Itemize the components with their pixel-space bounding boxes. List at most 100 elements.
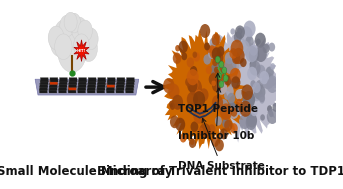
Circle shape <box>199 88 209 101</box>
Circle shape <box>214 67 219 73</box>
Polygon shape <box>87 89 95 93</box>
Circle shape <box>212 137 219 147</box>
Circle shape <box>269 75 277 86</box>
Polygon shape <box>116 86 124 90</box>
Circle shape <box>241 84 253 100</box>
Circle shape <box>222 118 229 128</box>
Circle shape <box>170 103 175 110</box>
Polygon shape <box>88 77 96 82</box>
Ellipse shape <box>80 36 97 61</box>
Circle shape <box>254 84 265 100</box>
Circle shape <box>187 57 194 67</box>
Circle shape <box>250 60 256 69</box>
Polygon shape <box>116 83 125 88</box>
Circle shape <box>230 123 238 134</box>
Polygon shape <box>49 83 58 88</box>
Polygon shape <box>59 83 67 88</box>
Circle shape <box>192 52 197 58</box>
Polygon shape <box>78 83 86 88</box>
Circle shape <box>230 108 237 117</box>
Circle shape <box>249 48 259 63</box>
Circle shape <box>237 28 243 35</box>
Circle shape <box>193 52 200 62</box>
Circle shape <box>256 65 265 78</box>
Circle shape <box>209 45 215 53</box>
Ellipse shape <box>60 15 74 37</box>
Text: Small Molecule Microarray: Small Molecule Microarray <box>0 165 173 178</box>
Ellipse shape <box>69 22 87 50</box>
Circle shape <box>235 89 243 100</box>
Circle shape <box>229 77 237 88</box>
Polygon shape <box>106 89 115 93</box>
Polygon shape <box>49 80 58 85</box>
Circle shape <box>210 46 219 59</box>
Circle shape <box>187 92 198 107</box>
Circle shape <box>259 94 265 102</box>
Circle shape <box>267 77 278 93</box>
Polygon shape <box>40 83 48 88</box>
Circle shape <box>256 38 261 45</box>
Circle shape <box>191 122 198 132</box>
Circle shape <box>190 139 194 145</box>
Circle shape <box>269 43 275 52</box>
Circle shape <box>212 59 218 66</box>
Circle shape <box>211 72 216 81</box>
Circle shape <box>235 25 245 39</box>
Circle shape <box>250 45 258 56</box>
Ellipse shape <box>73 34 90 58</box>
Circle shape <box>179 41 188 53</box>
Text: Inhibitor 10b: Inhibitor 10b <box>178 88 254 141</box>
Ellipse shape <box>84 28 98 50</box>
Circle shape <box>189 79 202 96</box>
Polygon shape <box>49 86 57 90</box>
Circle shape <box>218 99 228 112</box>
Circle shape <box>224 75 232 86</box>
Polygon shape <box>87 83 96 88</box>
Polygon shape <box>49 89 57 93</box>
Polygon shape <box>88 80 96 85</box>
Text: DNA Substrate: DNA Substrate <box>178 118 265 171</box>
Circle shape <box>203 54 211 65</box>
Circle shape <box>181 52 187 60</box>
Polygon shape <box>97 86 105 90</box>
Circle shape <box>251 86 262 101</box>
Ellipse shape <box>73 27 95 59</box>
Circle shape <box>249 60 261 76</box>
Circle shape <box>210 38 216 47</box>
Circle shape <box>230 28 235 35</box>
Polygon shape <box>39 89 47 93</box>
Polygon shape <box>79 77 87 82</box>
Circle shape <box>225 52 234 64</box>
Circle shape <box>220 128 228 139</box>
Circle shape <box>239 114 250 129</box>
Polygon shape <box>98 77 106 82</box>
Circle shape <box>199 123 211 139</box>
Polygon shape <box>59 80 68 85</box>
Circle shape <box>169 101 174 107</box>
Circle shape <box>173 53 181 64</box>
Circle shape <box>233 48 245 64</box>
Circle shape <box>190 66 197 76</box>
Polygon shape <box>40 77 49 82</box>
Polygon shape <box>107 77 116 82</box>
Polygon shape <box>78 86 86 90</box>
Circle shape <box>230 68 241 83</box>
Circle shape <box>187 79 198 93</box>
Circle shape <box>224 91 230 100</box>
Circle shape <box>215 139 224 151</box>
Polygon shape <box>69 80 77 85</box>
Polygon shape <box>68 86 76 90</box>
Circle shape <box>212 95 223 110</box>
Circle shape <box>204 42 210 50</box>
Text: TOP1 Peptide: TOP1 Peptide <box>178 73 258 114</box>
Polygon shape <box>117 77 125 82</box>
Circle shape <box>240 26 252 43</box>
Circle shape <box>185 78 191 86</box>
Circle shape <box>189 78 199 91</box>
Polygon shape <box>107 83 115 88</box>
Circle shape <box>223 75 228 82</box>
Polygon shape <box>107 80 115 85</box>
Polygon shape <box>59 86 67 90</box>
Circle shape <box>262 72 274 89</box>
Ellipse shape <box>64 12 77 32</box>
